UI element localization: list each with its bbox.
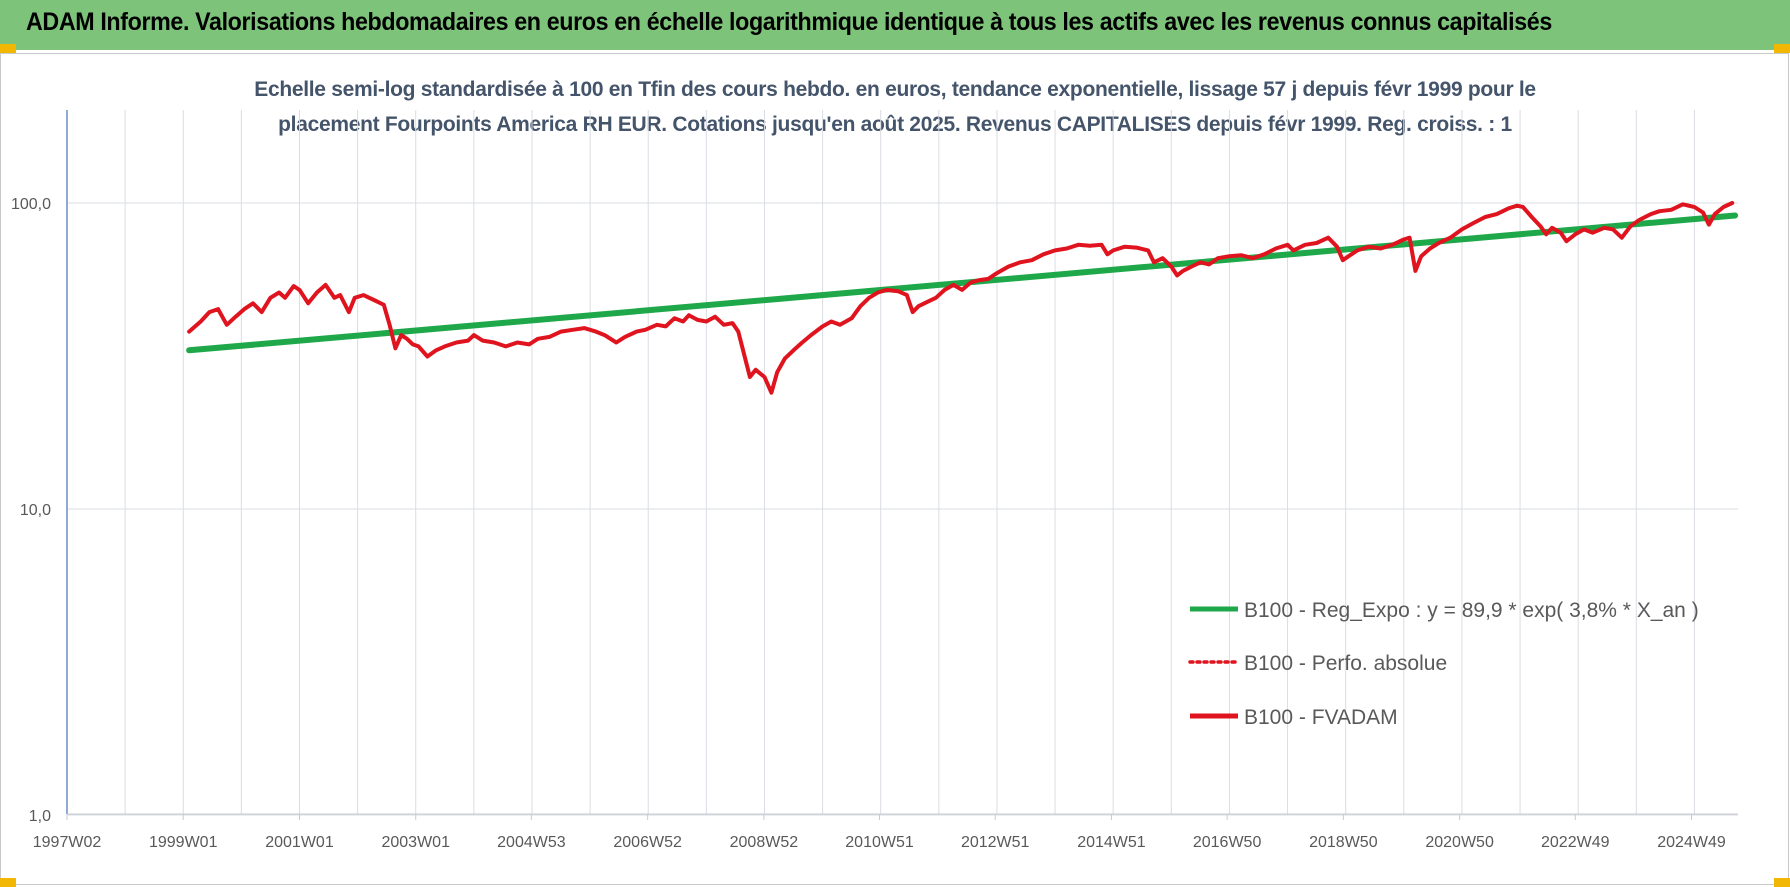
x-tick-label: 2018W50 [1309,834,1378,851]
x-tick-label: 2014W51 [1077,834,1146,851]
series-line-0 [186,212,1739,354]
chart-title-line-2: placement Fourpoints America RH EUR. Cot… [278,113,1512,136]
series-line-2 [187,201,1735,395]
corner-marker-top-left [0,44,16,53]
x-tick-label: 2024W49 [1657,834,1726,851]
x-tick-label: 2016W50 [1193,834,1262,851]
x-tick-label: 1999W01 [149,834,218,851]
legend-label-0: B100 - Reg_Expo : y = 89,9 * exp( 3,8% *… [1244,599,1699,622]
axes: 1,0 10,0 100,0 1997W02 1999W01 2001W01 2003W01… [11,110,1738,851]
banner-title: ADAM Informe. Valorisations hebdomadaire… [26,8,1552,36]
x-tick-label: 2010W51 [845,834,914,851]
series-lines [186,201,1739,395]
x-tick-label: 2012W51 [961,834,1030,851]
y-tick-label: 10,0 [20,502,51,519]
legend-label-1: B100 - Perfo. absolue [1244,652,1447,675]
corner-marker-top-right [1774,44,1790,53]
x-tick-label: 2022W49 [1541,834,1610,851]
x-tick-label: 2006W52 [613,834,682,851]
chart-title-line-1: Echelle semi-log standardisée à 100 en T… [254,78,1536,101]
legend-label-2: B100 - FVADAM [1244,706,1398,729]
x-tick-label: 2004W53 [497,834,566,851]
x-tick-label: 2008W52 [730,834,799,851]
corner-marker-bottom-right [1774,878,1790,887]
x-tick-label: 2020W50 [1425,834,1494,851]
corner-marker-bottom-left [0,878,16,887]
x-tick-label: 2003W01 [381,834,450,851]
y-tick-label: 1,0 [29,808,51,825]
chart-frame [0,53,1789,885]
title-banner: ADAM Informe. Valorisations hebdomadaire… [0,0,1790,50]
legend: B100 - Reg_Expo : y = 89,9 * exp( 3,8% *… [1188,599,1699,729]
x-tick-label: 2001W01 [265,834,334,851]
x-tick-label: 1997W02 [33,834,102,851]
y-tick-label: 100,0 [11,196,51,213]
